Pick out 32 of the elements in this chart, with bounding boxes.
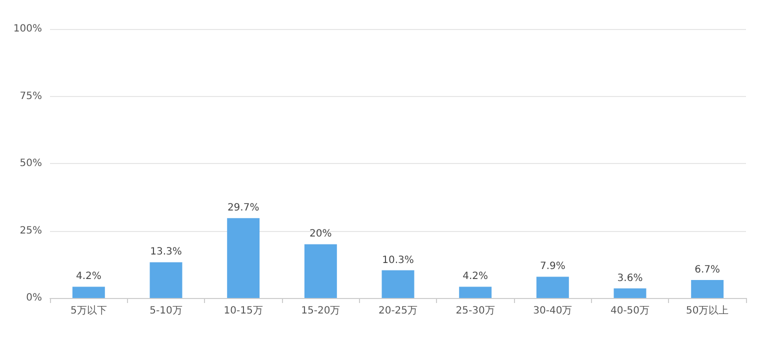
x-tick-label: 50万以上	[686, 304, 729, 316]
x-tick-label: 5万以下	[70, 304, 107, 316]
data-label: 13.3%	[150, 246, 182, 258]
x-tick-label: 5-10万	[150, 306, 182, 316]
y-tick-label: 25%	[20, 225, 42, 236]
y-tick-label: 100%	[13, 24, 42, 34]
x-tick-label: 10-15万	[224, 306, 263, 316]
data-label: 3.6%	[617, 272, 643, 284]
data-label: 7.9%	[540, 261, 566, 272]
bar	[382, 270, 414, 298]
bar	[459, 286, 492, 298]
bar	[536, 276, 569, 298]
bar	[614, 288, 646, 298]
data-label: 4.2%	[76, 271, 102, 282]
x-tick-label: 30-40万	[533, 306, 572, 316]
x-tick-label: 40-50万	[610, 306, 650, 316]
data-label: 4.2%	[462, 271, 488, 282]
bar	[227, 218, 260, 298]
x-tick-label: 20-25万	[378, 306, 418, 316]
data-label: 10.3%	[382, 254, 414, 266]
bar	[304, 244, 337, 298]
data-label: 20%	[310, 228, 332, 240]
bar	[150, 262, 182, 298]
x-tick-label: 25-30万	[456, 306, 495, 316]
bar	[691, 280, 724, 298]
data-label: 6.7%	[694, 264, 720, 276]
y-tick-label: 75%	[20, 90, 42, 102]
data-label: 29.7%	[227, 202, 260, 214]
y-tick-label: 0%	[26, 292, 42, 304]
y-tick-label: 50%	[20, 158, 42, 169]
bar	[72, 286, 105, 298]
x-tick-label: 15-20万	[301, 306, 340, 316]
